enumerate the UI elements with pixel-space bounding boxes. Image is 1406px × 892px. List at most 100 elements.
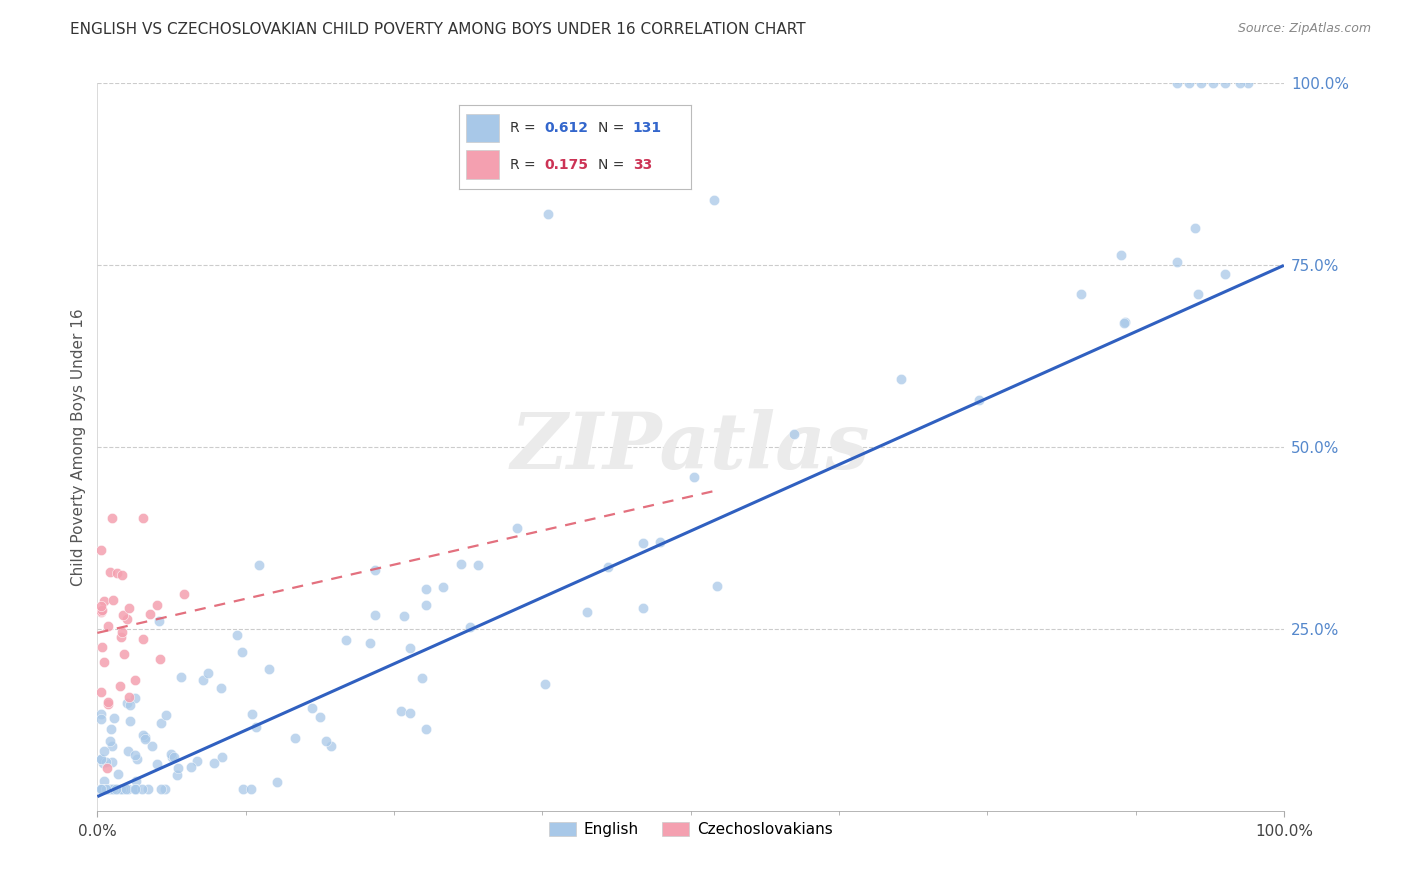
Point bbox=[392, 609, 415, 624]
Point bbox=[111, 568, 134, 582]
Point bbox=[90, 752, 112, 766]
Point bbox=[148, 614, 170, 628]
Point bbox=[432, 580, 454, 594]
Point bbox=[103, 593, 125, 607]
Point bbox=[97, 619, 120, 633]
Point bbox=[101, 511, 124, 525]
Point bbox=[411, 671, 433, 685]
Point bbox=[90, 706, 112, 721]
Point bbox=[193, 673, 215, 687]
Point bbox=[180, 760, 202, 774]
Point bbox=[153, 782, 176, 797]
Point bbox=[398, 641, 420, 656]
Point bbox=[315, 734, 337, 748]
Point bbox=[257, 662, 280, 676]
Point bbox=[240, 782, 263, 797]
Point bbox=[706, 579, 728, 593]
Point bbox=[969, 393, 991, 408]
Point bbox=[90, 685, 112, 699]
Point bbox=[118, 601, 141, 615]
Point bbox=[1184, 220, 1206, 235]
Point bbox=[533, 676, 555, 690]
Point bbox=[1114, 315, 1136, 329]
Point bbox=[93, 655, 115, 669]
Point bbox=[138, 782, 160, 797]
Point bbox=[150, 782, 173, 797]
Point bbox=[1112, 317, 1135, 331]
Point bbox=[96, 782, 118, 797]
Point bbox=[111, 608, 134, 623]
Point bbox=[124, 747, 146, 762]
Point bbox=[101, 782, 124, 797]
Point bbox=[266, 775, 288, 789]
Point bbox=[118, 690, 141, 704]
Point bbox=[103, 711, 125, 725]
Point bbox=[90, 605, 112, 619]
Point bbox=[467, 558, 489, 572]
Point bbox=[134, 731, 156, 746]
Point bbox=[93, 594, 115, 608]
Legend: English, Czechoslovakians: English, Czechoslovakians bbox=[543, 816, 839, 844]
Point bbox=[226, 627, 249, 641]
Point bbox=[90, 782, 112, 797]
Point bbox=[537, 207, 560, 221]
Point bbox=[90, 542, 112, 557]
Point bbox=[90, 752, 112, 766]
Point bbox=[186, 755, 208, 769]
Point bbox=[150, 716, 173, 731]
Point bbox=[100, 723, 122, 737]
Point bbox=[90, 599, 112, 613]
Point bbox=[1213, 77, 1236, 91]
Point bbox=[1070, 287, 1092, 301]
Point bbox=[125, 782, 148, 797]
Point bbox=[100, 739, 122, 753]
Point bbox=[209, 681, 232, 695]
Point bbox=[309, 709, 332, 723]
Point bbox=[117, 743, 139, 757]
Point bbox=[155, 708, 177, 723]
Text: ENGLISH VS CZECHOSLOVAKIAN CHILD POVERTY AMONG BOYS UNDER 16 CORRELATION CHART: ENGLISH VS CZECHOSLOVAKIAN CHILD POVERTY… bbox=[70, 22, 806, 37]
Point bbox=[90, 712, 112, 726]
Point bbox=[197, 666, 219, 681]
Point bbox=[202, 756, 225, 771]
Point bbox=[117, 782, 139, 797]
Point bbox=[124, 782, 146, 797]
Point bbox=[124, 782, 146, 797]
Point bbox=[359, 636, 381, 650]
Point bbox=[1166, 77, 1188, 91]
Point bbox=[131, 728, 153, 742]
Point bbox=[173, 587, 195, 601]
Point bbox=[783, 426, 806, 441]
Point bbox=[110, 782, 132, 797]
Point bbox=[120, 714, 142, 728]
Point bbox=[167, 761, 190, 775]
Point bbox=[1178, 77, 1201, 91]
Point bbox=[96, 782, 118, 797]
Point bbox=[96, 760, 118, 774]
Point bbox=[117, 612, 139, 626]
Point bbox=[683, 470, 706, 484]
Point bbox=[576, 606, 599, 620]
Point bbox=[107, 767, 129, 781]
Point bbox=[91, 640, 114, 654]
Point bbox=[132, 632, 155, 646]
Point bbox=[94, 755, 117, 769]
Point bbox=[231, 645, 253, 659]
Point bbox=[94, 781, 117, 796]
Point bbox=[1202, 77, 1225, 91]
Point bbox=[399, 706, 422, 720]
Point bbox=[415, 723, 437, 737]
Point bbox=[166, 768, 188, 782]
Point bbox=[91, 756, 114, 770]
Point bbox=[105, 566, 128, 581]
Point bbox=[100, 734, 122, 748]
Point bbox=[91, 603, 114, 617]
Point bbox=[1229, 77, 1251, 91]
Point bbox=[93, 774, 115, 789]
Point bbox=[335, 633, 357, 648]
Point bbox=[633, 601, 655, 615]
Point bbox=[117, 696, 139, 710]
Point bbox=[160, 750, 183, 764]
Point bbox=[93, 744, 115, 758]
Point bbox=[364, 608, 387, 623]
